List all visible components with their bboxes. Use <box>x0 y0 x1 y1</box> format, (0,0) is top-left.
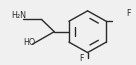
Text: F: F <box>79 54 84 63</box>
Text: HO: HO <box>23 38 35 47</box>
Text: F: F <box>126 9 130 18</box>
Text: H₂N: H₂N <box>11 11 26 20</box>
